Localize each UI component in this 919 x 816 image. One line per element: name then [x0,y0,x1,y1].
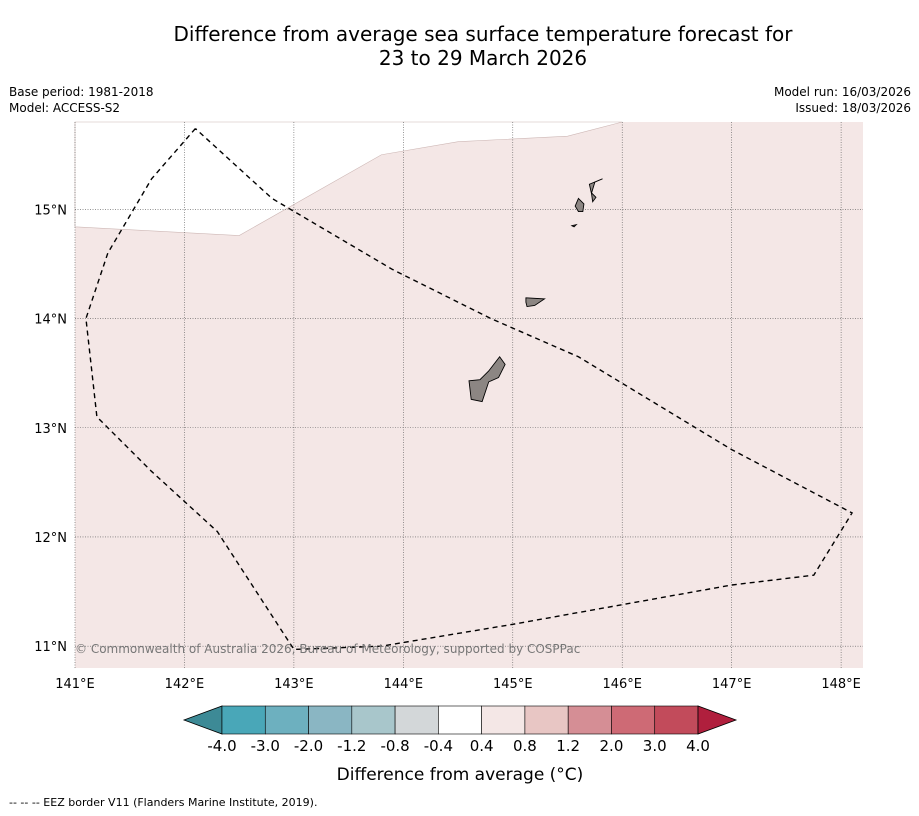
lat-tick-label: 13°N [34,422,67,437]
lon-tick-label: 141°E [55,677,95,692]
colorbar-tick-label: 2.0 [600,737,624,755]
colorbar-segment [351,705,396,735]
colorbar-segment [438,705,482,735]
lon-tick-label: 142°E [165,677,205,692]
colorbar-segment [654,705,699,735]
eez-border [85,128,854,651]
model-name: Model: ACCESS-S2 [9,101,121,115]
colorbar-segment [611,705,656,735]
title-line-1: Difference from average sea surface temp… [173,22,793,46]
copyright-text: © Commonwealth of Australia 2026, Bureau… [75,642,580,656]
meta-right: Model run: 16/03/2026 Issued: 18/03/2026 [774,84,911,116]
colorbar-extend-high [697,705,738,735]
island-guam [468,356,506,403]
lon-tick-label: 146°E [602,677,642,692]
lon-tick-label: 147°E [712,677,752,692]
lon-tick-label: 148°E [821,677,861,692]
lon-tick-label: 143°E [274,677,314,692]
colorbar-segment [308,705,353,735]
lat-tick-label: 15°N [34,203,67,218]
island-rota [525,297,546,308]
colorbar-tick-label: 4.0 [686,737,710,755]
colorbar-tick-label: -0.8 [380,737,409,755]
colorbar-tick-label: 3.0 [643,737,667,755]
model-run: Model run: 16/03/2026 [773,85,911,99]
lat-tick-label: 11°N [34,640,67,655]
colorbar: -4.0 -3.0 -2.0 -1.2 -0.8 -0.4 0.4 0.8 1.2 2.0 3.0 4… [182,705,738,785]
colorbar-tick-label: 1.2 [556,737,580,755]
colorbar-tick-label: -0.4 [424,737,453,755]
lon-tick-label: 144°E [384,677,424,692]
base-period: Base period: 1981-2018 [9,85,154,99]
colorbar-segment [221,705,266,735]
colorbar-segment [567,705,612,735]
map-area[interactable]: © Commonwealth of Australia 2026, Bureau… [74,121,863,668]
colorbar-segment [394,705,439,735]
colorbar-extend-low [182,705,223,735]
colorbar-tick-label: -4.0 [207,737,236,755]
colorbar-segment [264,705,309,735]
title-line-2: 23 to 29 March 2026 [378,46,588,70]
map-axes: 141°E 142°E 143°E 144°E 145°E 146°E 147°E 148°E… [34,203,861,692]
colorbar-tick-label: -3.0 [251,737,280,755]
colorbar-tick-label: -2.0 [294,737,323,755]
near-average-region [74,121,623,236]
lon-tick-label: 145°E [493,677,533,692]
colorbar-segment [481,705,526,735]
colorbar-tick-label: -1.2 [337,737,366,755]
eez-footnote: -- -- -- EEZ border V11 (Flanders Marine… [9,796,318,809]
island-saipan [588,178,603,203]
chart-title: Difference from average sea surface temp… [0,22,919,70]
lat-tick-label: 14°N [34,313,67,328]
island-tinian [574,197,585,212]
colorbar-title: Difference from average (°C) [337,765,584,785]
issued-date: Issued: 18/03/2026 [795,101,911,115]
colorbar-tick-label: 0.8 [513,737,537,755]
lat-tick-label: 12°N [34,531,67,546]
island-aguijan [570,223,578,228]
meta-left: Base period: 1981-2018 Model: ACCESS-S2 [9,84,154,116]
colorbar-tick-label: 0.4 [470,737,494,755]
colorbar-segment [524,705,569,735]
